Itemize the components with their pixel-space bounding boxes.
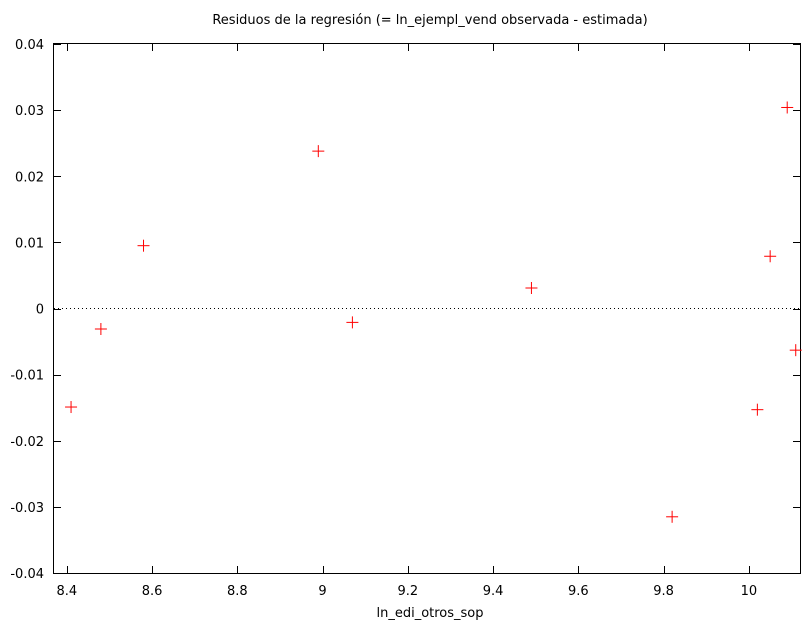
data-point bbox=[94, 322, 107, 335]
y-tick-label: 0.04 bbox=[15, 38, 44, 53]
x-tick-label: 9.4 bbox=[483, 584, 504, 599]
data-point bbox=[751, 403, 764, 416]
y-tick-label: 0.03 bbox=[15, 104, 44, 119]
x-tick-label: 10 bbox=[741, 584, 758, 599]
x-tick-label: 8.4 bbox=[56, 584, 77, 599]
y-tick-label: -0.04 bbox=[10, 567, 44, 582]
data-point bbox=[312, 145, 325, 158]
data-point bbox=[137, 239, 150, 252]
y-tick-label: 0.02 bbox=[15, 170, 44, 185]
data-point bbox=[764, 250, 777, 263]
data-point bbox=[525, 282, 538, 295]
x-tick-label: 8.8 bbox=[227, 584, 248, 599]
y-tick-label: -0.03 bbox=[10, 501, 44, 516]
x-tick-label: 9.8 bbox=[653, 584, 674, 599]
data-point bbox=[666, 510, 679, 523]
data-points bbox=[65, 101, 802, 523]
y-tick-label: -0.01 bbox=[10, 369, 44, 384]
x-tick-label: 9 bbox=[318, 584, 326, 599]
data-point bbox=[346, 316, 359, 329]
data-point bbox=[789, 344, 802, 357]
y-tick-label: 0.01 bbox=[15, 236, 44, 251]
x-tick-label: 9.2 bbox=[397, 584, 418, 599]
data-point bbox=[781, 101, 794, 114]
x-axis-label: ln_edi_otros_sop bbox=[376, 606, 483, 621]
y-tick-label: 0 bbox=[36, 303, 44, 318]
data-point bbox=[65, 401, 78, 414]
x-tick-label: 8.6 bbox=[142, 584, 163, 599]
plot-frame bbox=[53, 43, 801, 574]
x-tick-label: 9.6 bbox=[568, 584, 589, 599]
chart-title: Residuos de la regresión (= ln_ejempl_ve… bbox=[212, 13, 647, 28]
y-axis-ticks: 0.04 0.03 0.02 0.01 0 -0.01 -0.02 -0.03 -0.04 bbox=[10, 38, 800, 582]
y-tick-label: -0.02 bbox=[10, 435, 44, 450]
x-axis-ticks: 8.4 8.6 8.8 9 9.2 9.4 9.6 9.8 10 bbox=[56, 44, 757, 599]
